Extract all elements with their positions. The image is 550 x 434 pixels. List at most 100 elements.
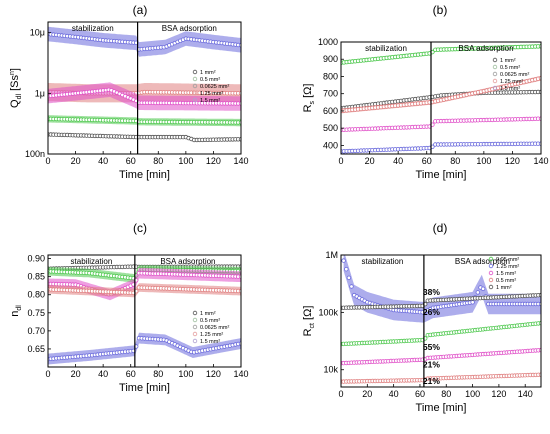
- chart-a: stabilization BSA adsorption 0 20 40 60 80 100 1…: [9, 21, 249, 181]
- x-axis-label: Time [min]: [119, 382, 170, 394]
- legend-entry: 0.5 mm²: [200, 77, 220, 83]
- x-tick-label: 0: [45, 369, 50, 379]
- panel-letter: (b): [433, 3, 448, 17]
- legend-entry: 0.5 mm²: [500, 65, 520, 71]
- legend-entry: 1.5 mm²: [500, 86, 520, 92]
- y-tick-label: 100k: [318, 307, 338, 317]
- region-label-stabilization: stabilization: [365, 44, 407, 53]
- data-point: [344, 267, 349, 272]
- data-point: [341, 258, 346, 263]
- panel-letter: (d): [433, 221, 448, 235]
- x-axis-label: Time [min]: [416, 402, 467, 414]
- panel-letter: (c): [133, 221, 147, 235]
- y-tick-label: 10μ: [30, 28, 45, 38]
- legend-marker: [192, 338, 198, 344]
- legend-entry: 0.0625 mm²: [200, 84, 230, 90]
- legend-entry: 0.0625 mm²: [500, 72, 530, 78]
- legend-entry: 1 mm²: [496, 285, 512, 291]
- region-label-bsa: BSA adsorption: [458, 44, 513, 53]
- y-axis-label: Qdl [Ssn]: [9, 68, 23, 108]
- legend-marker: [492, 71, 498, 77]
- legend-marker: [192, 331, 198, 337]
- percent-annotation: 38%: [423, 287, 440, 297]
- y-axis-label: ndl: [9, 305, 23, 317]
- data-point: [470, 300, 475, 305]
- x-tick-label: 20: [71, 156, 81, 166]
- legend-entry: 1.25 mm²: [200, 91, 223, 97]
- x-tick-label: 60: [126, 156, 136, 166]
- legend-marker: [488, 256, 494, 262]
- x-tick-label: 60: [415, 389, 425, 399]
- x-tick-label: 60: [422, 156, 432, 166]
- legend-marker: [488, 277, 494, 283]
- chart-d: stabilization BSA adsorption 0 20 40 60 80 100 1…: [302, 250, 542, 414]
- plot-frame: [47, 254, 242, 368]
- chart-b: stabilization BSA adsorption 0 20 40 60 80 100 1…: [302, 37, 549, 181]
- panel-letter: (a): [133, 3, 148, 17]
- legend-marker: [192, 310, 198, 316]
- region-label-bsa: BSA adsorption: [160, 257, 215, 266]
- x-tick-label: 40: [393, 156, 403, 166]
- legend-marker: [192, 317, 198, 323]
- legend-marker: [492, 57, 498, 63]
- y-tick-label: 700: [323, 89, 338, 99]
- x-tick-label: 120: [206, 156, 221, 166]
- plot-frame: [340, 254, 542, 388]
- x-tick-label: 40: [389, 389, 399, 399]
- legend-marker: [488, 263, 494, 269]
- x-tick-label: 80: [441, 389, 451, 399]
- x-tick-label: 100: [178, 369, 193, 379]
- x-tick-label: 100: [178, 156, 193, 166]
- legend-entry: 0.5 mm²: [496, 278, 516, 284]
- series-band: [341, 75, 541, 114]
- legend-entry: 1.5 mm²: [200, 339, 220, 345]
- x-tick-label: 0: [45, 156, 50, 166]
- y-tick-label: 400: [323, 140, 338, 150]
- y-tick-label: 900: [323, 54, 338, 64]
- legend-marker: [492, 64, 498, 70]
- legend-marker: [192, 90, 198, 96]
- data-point: [346, 275, 352, 280]
- data-point: [349, 284, 354, 289]
- region-label-stabilization: stabilization: [362, 257, 404, 266]
- x-tick-label: 0: [338, 389, 343, 399]
- y-tick-label: 0.80: [27, 290, 45, 300]
- y-axis-label: Rs [Ω]: [302, 84, 316, 113]
- region-label-bsa: BSA adsorption: [455, 257, 510, 266]
- percent-annotation: 55%: [423, 342, 440, 352]
- series-group: [48, 26, 241, 143]
- legend-entry: 1 mm²: [200, 70, 216, 76]
- legend-entry: 1.25 mm²: [496, 264, 519, 270]
- y-tick-label: 100n: [25, 149, 45, 159]
- x-tick-label: 80: [450, 156, 460, 166]
- plot-frame: [340, 41, 542, 155]
- legend-entry: 1.5 mm²: [496, 271, 516, 277]
- percent-annotation: 21%: [423, 359, 440, 369]
- x-tick-label: 20: [362, 389, 372, 399]
- x-tick-label: 140: [533, 156, 548, 166]
- legend-entry: 1.25 mm²: [200, 332, 223, 338]
- region-label-bsa: BSA adsorption: [162, 24, 217, 33]
- x-tick-label: 60: [126, 369, 136, 379]
- x-tick-label: 140: [518, 389, 533, 399]
- legend-marker: [492, 85, 498, 91]
- y-tick-label: 500: [323, 123, 338, 133]
- x-tick-label: 140: [233, 156, 248, 166]
- x-tick-label: 140: [233, 369, 248, 379]
- x-axis-label: Time [min]: [416, 169, 467, 181]
- y-axis-label: Rct [Ω]: [302, 306, 316, 337]
- chart-c: stabilization BSA adsorption 0 20 40 60 80 100 1…: [9, 254, 249, 394]
- percent-annotation: 26%: [423, 307, 440, 317]
- legend-marker: [488, 284, 494, 290]
- y-tick-label: 1M: [325, 250, 338, 260]
- x-axis-label: Time [min]: [119, 169, 170, 181]
- legend-entry: 1.25 mm²: [500, 79, 523, 85]
- y-tick-label: 0.65: [27, 344, 45, 354]
- legend-entry: 1.5 mm²: [200, 98, 220, 104]
- x-tick-label: 100: [476, 156, 491, 166]
- x-tick-label: 40: [98, 156, 108, 166]
- legend-marker: [192, 97, 198, 103]
